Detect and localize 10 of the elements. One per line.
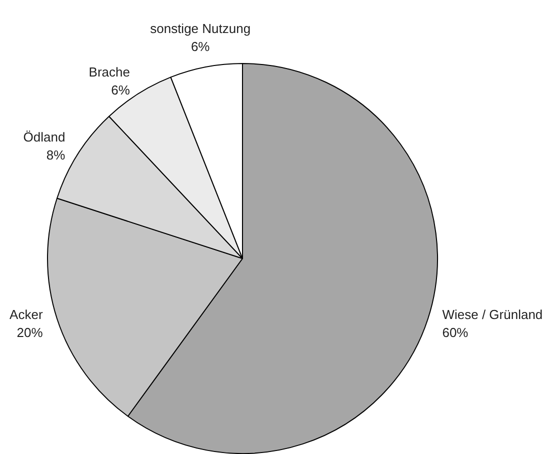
slice-label: Acker	[10, 306, 44, 322]
slice-label: Brache	[88, 64, 130, 80]
slice-label: sonstige Nutzung	[150, 20, 251, 36]
data-label: 20%	[16, 324, 44, 340]
data-label: 8%	[46, 147, 66, 162]
slice-label: Wiese / Grünland	[442, 306, 543, 322]
slice-label: Ödland	[23, 129, 66, 144]
data-label: 6%	[111, 82, 130, 98]
data-label: 6%	[190, 38, 210, 54]
data-label: 60%	[442, 324, 469, 340]
